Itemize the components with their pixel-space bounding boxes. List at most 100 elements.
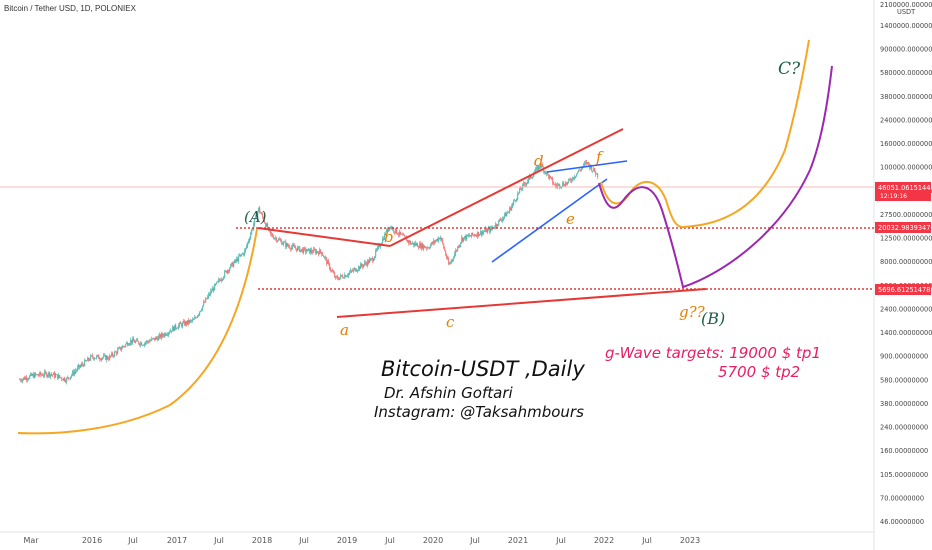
candle-body [558,183,560,185]
candle-body [80,365,82,368]
candle-body [520,188,522,190]
candle-body [400,231,402,235]
candle-body [385,233,387,235]
candle-body [69,378,71,379]
time-axis[interactable]: Mar 2016 Jul 2017 Jul 2018 Jul 2019 Jul 2020 Jul 20… [23,536,700,545]
candle-body [160,334,162,338]
candle-body [571,180,573,182]
candle-body [91,355,93,356]
candle-body [27,379,29,380]
candle-body [244,250,246,255]
candle-body [508,211,510,213]
author-label: Dr. Afshin Goftari [384,384,514,402]
candle-body [28,378,30,380]
candle-body [193,319,195,321]
candle-body [437,239,439,241]
trendline-lower [336,288,707,318]
candle-body [397,233,399,235]
candle-body [411,243,413,245]
candle-body [364,262,366,265]
candle-body [326,258,328,264]
candle-body [426,247,428,249]
targets-line-1: g-Wave targets: 19000 $ tp1 [605,344,821,362]
candle-body [335,276,337,278]
candle-body [441,237,443,240]
candle-body [430,244,432,248]
candle-body [548,174,550,179]
candle-body [444,248,446,251]
candle-body [57,374,59,379]
channel-upper [546,160,628,173]
candle-body [64,377,66,382]
candle-body [395,228,397,233]
candle-body [410,241,412,245]
candle-body [446,255,448,259]
candle-body [21,380,23,382]
candle-body [251,229,253,234]
candle-body [401,234,403,235]
time-tick: 2021 [508,536,528,545]
candle-body [522,184,524,189]
candle-body [424,245,426,248]
candle-body [90,355,92,361]
candle-body [291,247,293,250]
candle-body [77,367,79,371]
candle-body [74,371,76,375]
candle-body [590,165,592,169]
candle-body [535,168,537,172]
candle-body [295,247,297,249]
candle-body [474,234,476,236]
candle-body [199,311,201,315]
candle-body [65,381,67,382]
candle-body [75,370,77,372]
wave-label-B: (B) [701,309,725,328]
candle-body [391,226,393,230]
candle-body [483,231,485,233]
candle-body [23,377,25,380]
candle-body [576,173,578,177]
price-tick: 160.00000000 [880,447,928,455]
candle-body [586,161,588,164]
candle-body [363,264,365,267]
candle-body [436,239,438,241]
candle-body [527,181,529,183]
candle-body [113,355,115,357]
candle-body [591,165,593,171]
candle-body [107,356,109,359]
candle-body [220,280,222,282]
candle-body [376,249,378,251]
candle-body [277,240,279,242]
candle-body [284,241,286,243]
candle-body [512,203,514,206]
candle-body [141,342,143,346]
candle-body [419,243,421,248]
candle-body [523,183,525,185]
candle-body [337,277,339,279]
candle-body [545,171,547,174]
candle-body [360,263,362,269]
candle-body [340,275,342,278]
candle-body [456,250,458,251]
candle-body [140,342,142,346]
candle-body [135,341,137,343]
candle-body [439,237,441,240]
candle-body [338,278,340,280]
candle-body [230,264,232,269]
candle-body [92,355,94,358]
candle-body [502,218,504,221]
candle-body [408,240,410,243]
price-tick: 240.00000000 [880,424,928,432]
candle-body [105,355,107,360]
candle-body [148,341,150,343]
candle-body [300,249,302,252]
price-axis[interactable]: 2100000.00000000 USDT 1400000.00000000 90… [880,1,932,526]
candle-body [551,177,553,179]
candle-body [56,374,58,375]
candle-body [115,351,117,353]
candle-body [108,358,110,360]
candle-body [169,332,171,333]
candle-body [102,357,104,359]
candle-body [125,344,127,347]
candle-body [22,379,24,382]
